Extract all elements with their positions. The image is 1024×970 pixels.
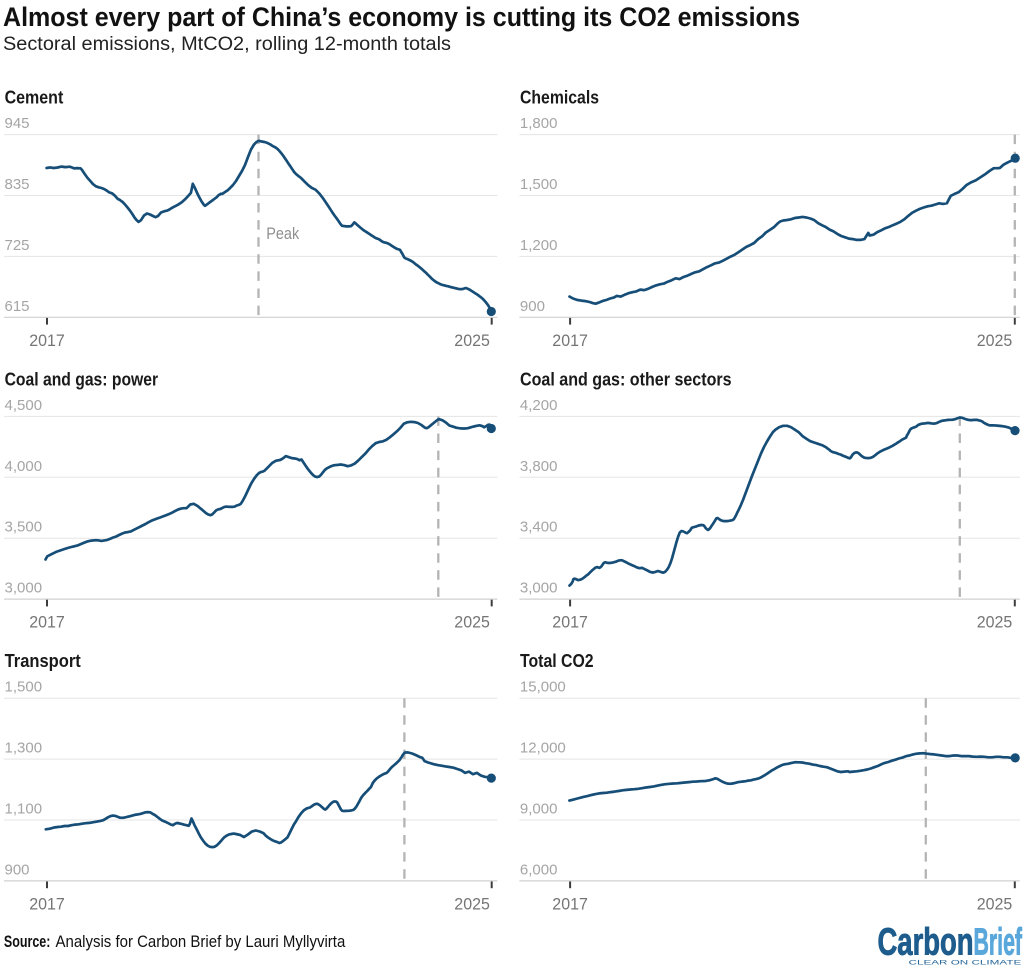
svg-text:Carbon: Carbon	[878, 922, 974, 964]
svg-text:12,000: 12,000	[520, 740, 566, 757]
svg-text:6,000: 6,000	[520, 861, 558, 878]
svg-text:9,000: 9,000	[520, 801, 558, 818]
svg-text:1,800: 1,800	[520, 115, 558, 132]
svg-text:Coal and gas: power: Coal and gas: power	[5, 369, 159, 389]
svg-text:4,200: 4,200	[520, 397, 558, 414]
svg-text:1,100: 1,100	[5, 801, 43, 818]
svg-text:725: 725	[5, 237, 30, 254]
svg-text:900: 900	[5, 861, 30, 878]
svg-text:Sectoral emissions, MtCO2, rol: Sectoral emissions, MtCO2, rolling 12-mo…	[3, 34, 451, 55]
svg-text:2017: 2017	[29, 331, 65, 350]
svg-text:15,000: 15,000	[520, 679, 566, 696]
svg-text:3,800: 3,800	[520, 458, 558, 475]
svg-text:2017: 2017	[552, 895, 588, 914]
svg-text:Coal and gas: other sectors: Coal and gas: other sectors	[520, 369, 732, 389]
svg-text:2017: 2017	[552, 613, 588, 632]
svg-text:2025: 2025	[977, 331, 1013, 350]
svg-text:4,500: 4,500	[5, 397, 43, 414]
svg-text:CLEAR ON CLIMATE: CLEAR ON CLIMATE	[909, 959, 1022, 966]
svg-text:2025: 2025	[977, 613, 1013, 632]
svg-text:Peak: Peak	[266, 224, 299, 243]
svg-text:2017: 2017	[29, 613, 65, 632]
svg-text:Cement: Cement	[5, 88, 64, 108]
svg-text:Almost every part of China’s e: Almost every part of China’s economy is …	[3, 2, 800, 32]
svg-text:615: 615	[5, 298, 30, 315]
svg-text:Chemicals: Chemicals	[520, 88, 599, 108]
svg-text:1,300: 1,300	[5, 740, 43, 757]
svg-text:2017: 2017	[552, 331, 588, 350]
svg-text:Total CO2: Total CO2	[520, 651, 594, 671]
svg-text:3,000: 3,000	[520, 580, 558, 597]
svg-text:Transport: Transport	[5, 651, 81, 671]
svg-text:3,400: 3,400	[520, 519, 558, 536]
svg-text:1,500: 1,500	[520, 176, 558, 193]
svg-text:2025: 2025	[454, 613, 490, 632]
svg-text:Analysis for Carbon Brief by L: Analysis for Carbon Brief by Lauri Mylly…	[56, 932, 346, 951]
svg-text:2017: 2017	[29, 895, 65, 914]
svg-text:2025: 2025	[977, 895, 1013, 914]
svg-text:3,000: 3,000	[5, 580, 43, 597]
svg-text:Source:: Source:	[4, 932, 51, 951]
svg-text:835: 835	[5, 176, 30, 193]
svg-text:900: 900	[520, 298, 545, 315]
svg-text:1,200: 1,200	[520, 237, 558, 254]
svg-text:3,500: 3,500	[5, 519, 43, 536]
svg-text:4,000: 4,000	[5, 458, 43, 475]
svg-text:945: 945	[5, 115, 30, 132]
svg-text:2025: 2025	[454, 331, 490, 350]
svg-text:Brief: Brief	[974, 922, 1023, 964]
svg-text:2025: 2025	[454, 895, 490, 914]
svg-text:1,500: 1,500	[5, 679, 43, 696]
